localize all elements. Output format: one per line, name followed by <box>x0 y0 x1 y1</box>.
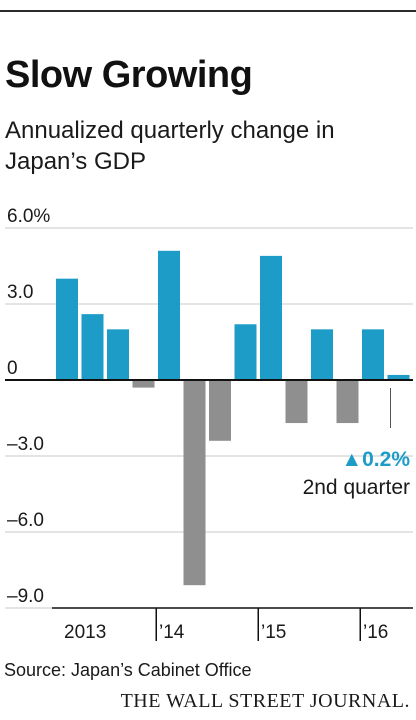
bar <box>158 250 180 380</box>
bar <box>132 380 155 388</box>
bar <box>387 374 410 380</box>
publisher-logo: THE WALL STREET JOURNAL. <box>120 690 410 712</box>
y-tick-label: –9.0 <box>7 586 44 607</box>
bar <box>107 329 129 380</box>
bar-chart: 6.0% 3.0 0 –3.0 –6.0 –9.0 2013 ’14 ’15 ’16 ▲0.2% 2n… <box>5 206 413 643</box>
bar <box>56 278 78 380</box>
bar <box>81 314 104 380</box>
x-tick-label: ’15 <box>261 622 286 643</box>
bar <box>311 329 333 380</box>
source-note: Source: Japan’s Cabinet Office <box>4 660 252 680</box>
bar <box>209 380 231 441</box>
annotation-label: 2nd quarter <box>303 476 410 499</box>
bar <box>234 324 257 380</box>
x-tick-label: ’16 <box>363 622 388 643</box>
y-tick-label: –3.0 <box>7 434 44 455</box>
chart-title: Slow Growing <box>5 54 253 96</box>
top-rule <box>0 10 416 12</box>
chart-subtitle: Annualized quarterly change in Japan’s G… <box>5 117 335 176</box>
y-tick-label: –6.0 <box>7 510 44 531</box>
x-tick-label: ’14 <box>159 622 185 643</box>
bar <box>285 380 308 424</box>
bar <box>362 329 384 380</box>
y-tick-label: 0 <box>7 358 18 379</box>
y-tick-label: 3.0 <box>7 282 33 303</box>
y-tick-label: 6.0% <box>7 206 50 227</box>
bar <box>183 380 206 586</box>
bar <box>260 255 282 380</box>
bar <box>336 380 359 424</box>
x-tick-label: 2013 <box>64 622 106 643</box>
annotation-value: ▲0.2% <box>341 448 410 471</box>
